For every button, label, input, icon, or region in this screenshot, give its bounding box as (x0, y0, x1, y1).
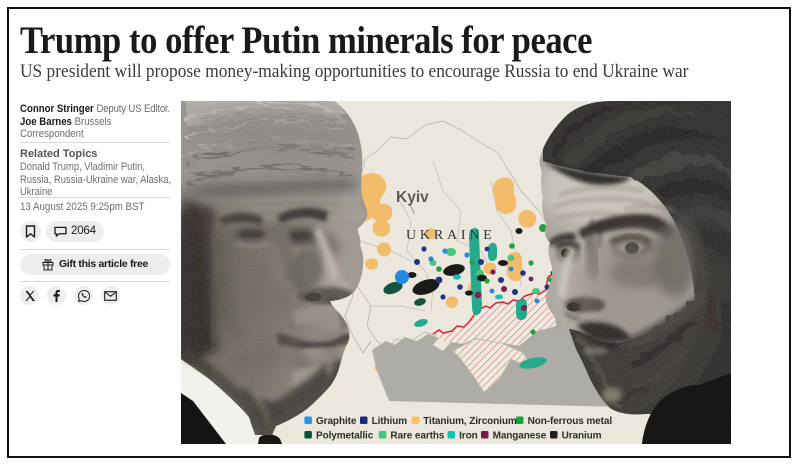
svg-text:Non-ferrous metal: Non-ferrous metal (528, 416, 613, 427)
svg-text:Lithium: Lithium (372, 416, 408, 427)
svg-text:Iron: Iron (459, 431, 478, 442)
svg-text:Uranium: Uranium (562, 431, 602, 442)
svg-text:Rare earths: Rare earths (390, 431, 444, 442)
svg-text:Manganese: Manganese (493, 431, 547, 442)
svg-text:Graphite: Graphite (316, 416, 357, 427)
svg-text:Polymetallic: Polymetallic (316, 431, 374, 442)
svg-text:Titanium, Zirconium: Titanium, Zirconium (423, 416, 517, 427)
